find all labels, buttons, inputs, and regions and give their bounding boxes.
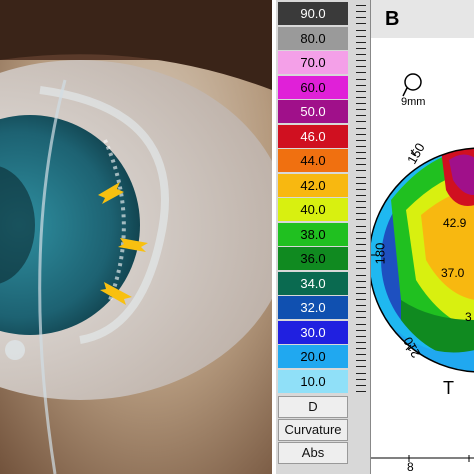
scale-type: Abs <box>278 442 348 464</box>
scale-mode: Curvature <box>278 419 348 441</box>
zoom-label: 9mm <box>401 96 426 108</box>
eye-photo <box>0 0 272 474</box>
angle-label-180: 180 <box>372 242 388 265</box>
side-label: T <box>443 378 454 398</box>
scale-ticks <box>348 345 368 368</box>
axis-tick-label: 8 <box>407 460 414 474</box>
map-value-2: 37.0 <box>441 266 465 280</box>
eye-photo-svg <box>0 0 272 474</box>
zoom-icon <box>402 73 422 97</box>
color-scale-legend: 90.0 80.0 70.0 60.0 50.0 46.0 44.0 42.0 40.0 38.0… <box>276 0 370 474</box>
map-value-1: 42.9 <box>443 216 467 230</box>
scale-ticks <box>348 272 368 295</box>
scale-swatch: 36.0 <box>278 247 348 270</box>
topography-map-panel: B 9mm 150 180 210 42.9 37.0 3 T 8 <box>370 0 474 474</box>
scale-ticks <box>348 51 368 74</box>
scale-swatch: 60.0 <box>278 75 348 99</box>
topography-map-svg <box>371 0 474 474</box>
scale-ticks <box>348 149 368 172</box>
scale-swatch: 34.0 <box>278 271 348 295</box>
scale-swatch: 80.0 <box>278 26 348 50</box>
scale-swatch: 40.0 <box>278 198 348 221</box>
scale-ticks <box>348 2 368 25</box>
scale-ticks <box>348 296 368 319</box>
scale-swatch: 44.0 <box>278 149 348 172</box>
panel-letter: B <box>385 8 400 30</box>
scale-swatch: 42.0 <box>278 173 348 197</box>
scale-swatch: 46.0 <box>278 124 348 148</box>
scale-swatch: 10.0 <box>278 369 348 393</box>
scale-swatch: 38.0 <box>278 222 348 246</box>
map-value-3: 3 <box>465 310 472 324</box>
scale-swatch: 20.0 <box>278 345 348 368</box>
arrow-icon <box>98 182 148 305</box>
scale-swatch: 32.0 <box>278 296 348 319</box>
scale-ticks <box>348 27 368 50</box>
scale-unit: D <box>278 396 348 418</box>
scale-ticks <box>348 370 368 393</box>
scale-swatch: 90.0 <box>278 2 348 25</box>
scale-ticks <box>348 247 368 270</box>
scale-ticks <box>348 174 368 197</box>
scale-ticks <box>348 100 368 123</box>
scale-ticks <box>348 76 368 99</box>
scale-ticks <box>348 223 368 246</box>
scale-ticks <box>348 125 368 148</box>
scale-ticks <box>348 198 368 221</box>
scale-ticks <box>348 321 368 344</box>
scale-swatch: 30.0 <box>278 320 348 344</box>
scale-swatch: 50.0 <box>278 100 348 123</box>
scale-swatch: 70.0 <box>278 51 348 74</box>
